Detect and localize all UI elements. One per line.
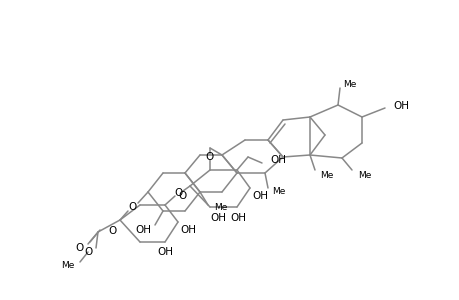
Text: Me: Me bbox=[271, 188, 285, 196]
Text: O: O bbox=[174, 188, 183, 198]
Text: O: O bbox=[129, 202, 137, 212]
Text: O: O bbox=[84, 247, 93, 257]
Text: O: O bbox=[179, 191, 187, 201]
Text: Me: Me bbox=[357, 170, 370, 179]
Text: OH: OH bbox=[157, 247, 173, 257]
Text: Me: Me bbox=[342, 80, 356, 88]
Text: Me: Me bbox=[62, 262, 75, 271]
Text: OH: OH bbox=[252, 191, 268, 201]
Text: Me: Me bbox=[319, 170, 333, 179]
Text: O: O bbox=[206, 152, 213, 162]
Text: OH: OH bbox=[230, 213, 246, 223]
Text: O: O bbox=[108, 226, 117, 236]
Text: O: O bbox=[76, 243, 84, 253]
Text: OH: OH bbox=[392, 101, 408, 111]
Text: OH: OH bbox=[179, 225, 196, 235]
Text: OH: OH bbox=[269, 155, 285, 165]
Text: OH: OH bbox=[134, 225, 151, 235]
Text: Me: Me bbox=[213, 203, 227, 212]
Text: OH: OH bbox=[210, 213, 225, 223]
